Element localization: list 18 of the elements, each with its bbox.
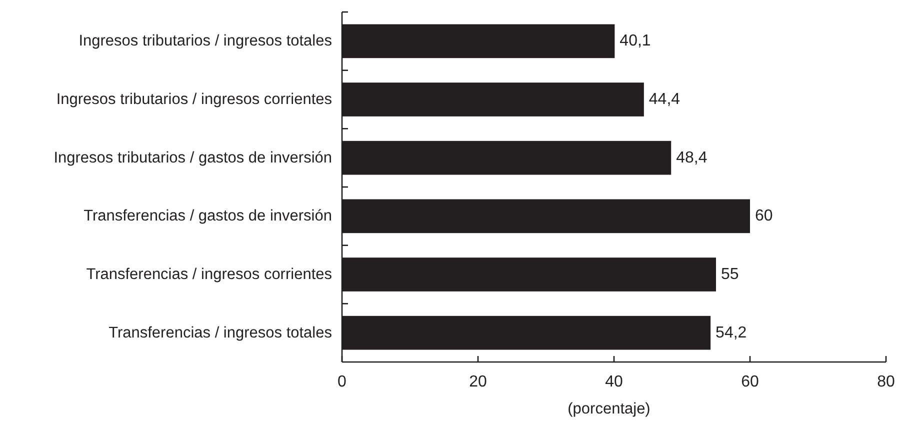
y-tick-label: Ingresos tributarios / ingresos corrientes [56, 91, 332, 108]
y-tick-label: Ingresos tributarios / ingresos totales [78, 32, 332, 50]
data-label: 54,2 [716, 324, 747, 342]
x-tick-label: 40 [605, 374, 623, 390]
y-tick-label: Transferencias / ingresos corrientes [86, 266, 332, 283]
data-label: 55 [721, 266, 739, 283]
x-axis-title: (porcentaje) [568, 400, 650, 418]
data-label: 48,4 [676, 149, 708, 166]
y-tick-label: Ingresos tributarios / gastos de inversión [54, 149, 332, 166]
x-tick-label: 60 [741, 374, 759, 390]
x-tick-label: 20 [469, 374, 487, 390]
y-tick-label: Transferencias / gastos de inversión [84, 208, 332, 225]
x-tick-label: 0 [338, 374, 347, 390]
data-label: 40,1 [620, 32, 651, 50]
data-label: 44,4 [648, 91, 680, 108]
x-tick-label: 80 [877, 374, 895, 390]
data-label: 60 [755, 208, 773, 225]
y-tick-label: Transferencias / ingresos totales [108, 324, 332, 342]
